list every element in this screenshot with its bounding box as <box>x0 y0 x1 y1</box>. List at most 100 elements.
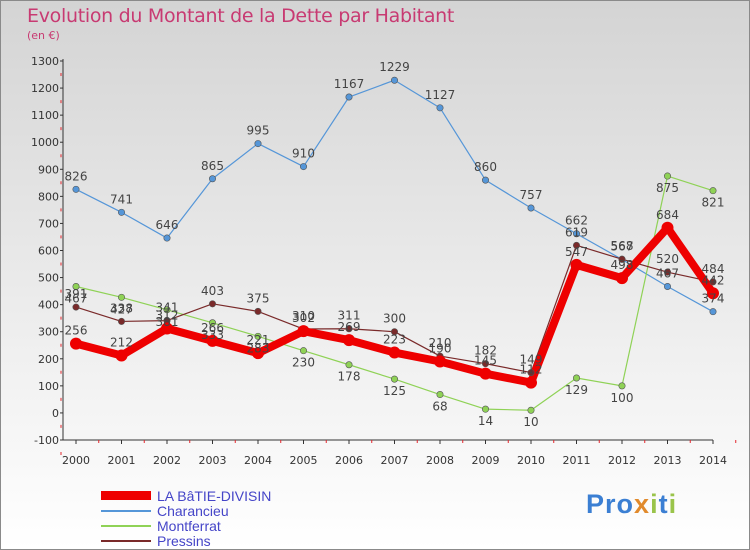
data-point <box>618 255 626 263</box>
x-tick-label: 2000 <box>62 454 90 467</box>
data-point <box>209 300 217 308</box>
data-point <box>709 278 717 286</box>
series-line-2 <box>75 175 714 411</box>
data-point <box>572 241 580 249</box>
data-point <box>436 391 444 399</box>
value-labels: 256 212 312 266 221 302 269 223 190 145 112 547 498 6… <box>65 60 725 429</box>
data-label: 995 <box>247 124 270 138</box>
data-point <box>709 308 717 316</box>
x-tick-label: 2011 <box>563 454 591 467</box>
legend-label: Montferrat <box>157 517 221 534</box>
data-point <box>707 287 719 300</box>
legend-swatch <box>101 524 151 527</box>
data-label: 467 <box>656 267 679 281</box>
data-point <box>436 104 444 112</box>
legend-swatch <box>101 509 151 512</box>
data-label: 145 <box>474 354 497 368</box>
y-tick-label: 600 <box>38 245 59 258</box>
legend-swatch <box>101 491 151 500</box>
data-point <box>390 76 398 84</box>
legend-swatch <box>101 539 151 542</box>
data-label: 374 <box>702 292 725 306</box>
data-label: 129 <box>565 383 588 397</box>
data-point <box>527 204 535 212</box>
data-point <box>663 283 671 291</box>
data-label: 311 <box>338 309 361 323</box>
x-tick-label: 2001 <box>108 454 136 467</box>
data-label: 741 <box>110 192 133 206</box>
y-tick-label: 400 <box>38 299 59 312</box>
data-point <box>527 406 535 414</box>
x-tick-label: 2008 <box>426 454 454 467</box>
data-point <box>299 347 307 355</box>
data-label: 1127 <box>425 88 456 102</box>
data-label: 684 <box>656 208 679 222</box>
data-label: 100 <box>611 391 634 405</box>
y-tick-label: 1000 <box>31 136 59 149</box>
y-tick-label: 700 <box>38 217 59 230</box>
data-point <box>570 258 583 271</box>
data-point <box>709 187 717 195</box>
data-label: 498 <box>611 258 634 272</box>
data-label: 403 <box>201 284 224 298</box>
data-label: 190 <box>429 341 452 355</box>
data-point <box>525 376 537 389</box>
data-point <box>572 374 580 382</box>
y-tick-label: 200 <box>38 353 59 366</box>
data-label: 826 <box>65 169 88 183</box>
legend-label: Pressins <box>157 532 211 549</box>
legend-label: Charancieu <box>157 502 229 519</box>
data-label: 619 <box>565 225 588 239</box>
x-tick-label: 2005 <box>290 454 318 467</box>
data-label: 210 <box>429 336 452 350</box>
data-point <box>663 172 671 180</box>
data-point <box>390 328 398 336</box>
data-point <box>661 221 674 234</box>
data-point <box>206 334 219 347</box>
chart-axes: -100 0 100 200 300 400 500 600 700 800 900 1000 1100… <box>31 55 737 467</box>
data-point <box>209 319 217 327</box>
chart-title: Evolution du Montant de la Dette par Hab… <box>27 5 455 27</box>
data-label: 256 <box>65 324 88 338</box>
data-label: 467 <box>65 292 88 306</box>
x-tick-label: 2013 <box>654 454 682 467</box>
x-tick-label: 2004 <box>244 454 272 467</box>
data-label: 338 <box>110 301 133 315</box>
data-point <box>343 334 355 347</box>
data-label: 149 <box>520 353 543 367</box>
y-tick-label: 0 <box>52 407 59 420</box>
y-tick-label: 300 <box>38 326 59 339</box>
y-tick-label: 100 <box>38 380 59 393</box>
x-tick-label: 2002 <box>153 454 181 467</box>
data-label: 860 <box>474 160 497 174</box>
data-point <box>163 234 171 242</box>
data-point <box>616 272 628 285</box>
data-label: 662 <box>565 214 588 228</box>
x-tick-label: 2003 <box>199 454 227 467</box>
data-label: 375 <box>247 291 270 305</box>
data-point <box>72 185 80 193</box>
data-point <box>297 325 310 338</box>
proxiti-logo: Proxiti <box>586 489 678 519</box>
data-point <box>434 355 446 368</box>
x-tick-label: 2012 <box>608 454 636 467</box>
data-label: 865 <box>201 159 224 173</box>
data-point <box>479 367 492 380</box>
data-point <box>72 303 80 311</box>
data-label: 381 <box>156 315 179 329</box>
data-point <box>72 283 80 291</box>
data-label: 266 <box>201 321 224 335</box>
data-point <box>618 382 626 390</box>
data-label: 910 <box>292 147 315 161</box>
data-point <box>572 230 580 238</box>
data-label: 1229 <box>379 60 410 74</box>
data-label: 520 <box>656 252 679 266</box>
data-point <box>254 307 262 315</box>
data-label: 14 <box>478 414 493 428</box>
data-label: 10 <box>523 415 538 429</box>
x-tick-label: 2010 <box>517 454 545 467</box>
data-label: 221 <box>247 333 270 347</box>
data-point <box>299 163 307 171</box>
data-label: 333 <box>201 328 224 342</box>
